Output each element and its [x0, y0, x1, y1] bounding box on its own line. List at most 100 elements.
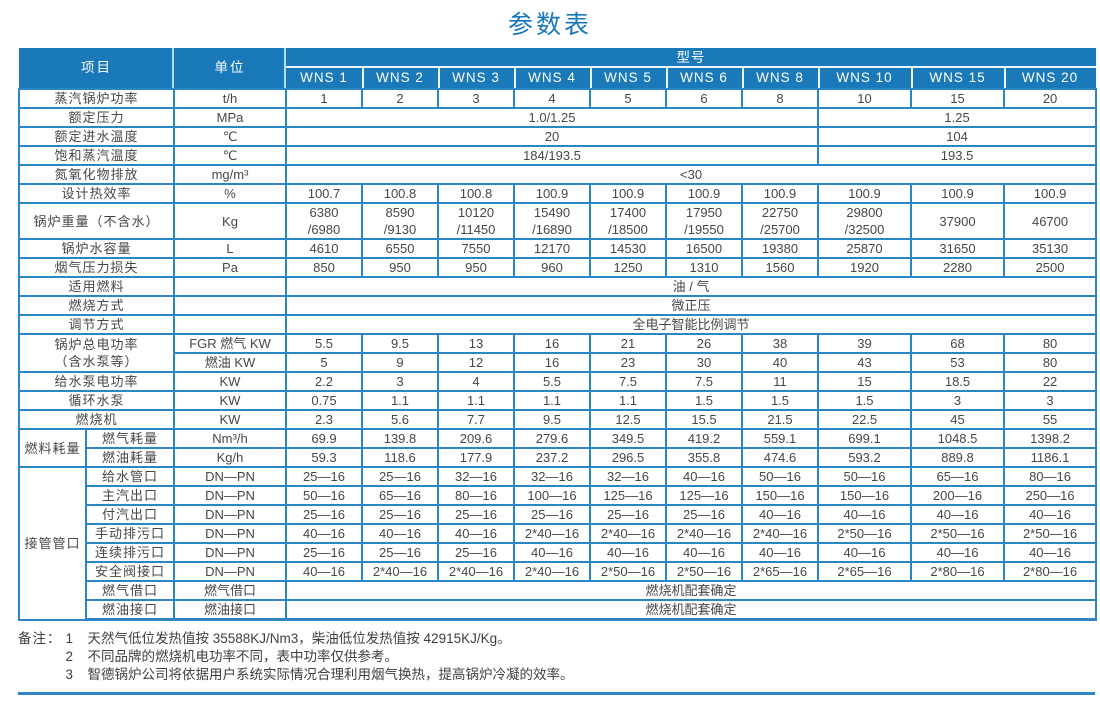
value-cell: 3: [437, 88, 515, 109]
value-cell: 80—16: [437, 485, 515, 506]
note-line: 1 天然气低位发热值按 35588KJ/Nm3，柴油低位发热值按 42915KJ/…: [62, 630, 574, 648]
value-cell: 2*40—16: [513, 523, 591, 544]
value-cell: 2.2: [285, 371, 363, 392]
table-row: 饱和蒸汽温度 ℃ 184/193.5 193.5: [18, 145, 1098, 166]
value-cell: 43: [817, 352, 912, 373]
value-cell: 100.9: [741, 183, 819, 204]
value-cell: 25—16: [285, 466, 363, 487]
value-cell: 30: [665, 352, 743, 373]
value-cell: 9: [361, 352, 439, 373]
row-unit: 燃油 KW: [173, 352, 287, 373]
table-row: 接管管口 给水管口 DN—PN 25—16 25—16 32—16 32—16 32—16 40…: [18, 466, 1098, 621]
value-cell: 26: [665, 333, 743, 354]
value-cell: 100.8: [437, 183, 515, 204]
value-cell: 19380: [741, 238, 819, 259]
value-cell: 2*40—16: [513, 561, 591, 582]
value-cell: <30: [284, 164, 1098, 185]
value-cell: 80: [1002, 333, 1098, 354]
value-cell: 2*80—16: [910, 561, 1005, 582]
note-text: 不同品牌的燃烧机电功率不同，表中功率仅供参考。: [87, 649, 399, 664]
row-unit: L: [173, 238, 287, 259]
value-cell: 25—16: [361, 466, 439, 487]
header-model-wns-5: WNS 5: [590, 68, 666, 89]
note-number: 2: [65, 649, 74, 664]
value-cell: 100.7: [285, 183, 363, 204]
value-cell: 1.5: [665, 390, 743, 411]
value-cell: 25—16: [665, 504, 743, 525]
row-unit: Pa: [173, 257, 287, 278]
value-cell: 1: [285, 88, 363, 109]
value-cell: 200—16: [910, 485, 1005, 506]
value-cell: 55: [1002, 409, 1098, 430]
table-row: 燃气借口 燃气借口 燃烧机配套确定: [19, 580, 1098, 601]
value-cell: 40—16: [665, 466, 743, 487]
value-cell: 100.9: [817, 183, 912, 204]
value-cell: 2*50—16: [589, 561, 667, 582]
value-cell: 32—16: [589, 466, 667, 487]
row-item-label: 连续排污口: [85, 542, 175, 563]
value-cell: 40: [741, 352, 819, 373]
value-cell: 100.9: [910, 183, 1005, 204]
row-item-label: 锅炉水容量: [18, 238, 175, 259]
value-cell: 125—16: [589, 485, 667, 506]
note-line: 3 智德锅炉公司将依据用户系统实际情况合理利用烟气换热，提高锅炉冷凝的效率。: [62, 666, 574, 684]
row-item-label: 额定进水温度: [18, 126, 175, 147]
value-cell: 2*40—16: [437, 561, 515, 582]
value-cell: 50—16: [285, 485, 363, 506]
value-cell: 9.5: [361, 333, 439, 354]
value-cell: 2: [361, 88, 439, 109]
value-cell: 2.3: [285, 409, 363, 430]
value-cell: 40—16: [817, 542, 912, 563]
value-cell: 全电子智能比例调节: [284, 314, 1098, 335]
value-cell: 139.8: [361, 428, 439, 449]
value-cell: 150—16: [817, 485, 912, 506]
value-cell: 12170: [513, 238, 591, 259]
row-group-label: 接管管口: [18, 466, 87, 621]
row-unit: MPa: [173, 107, 287, 128]
row-unit: DN—PN: [173, 504, 287, 525]
value-cell: 889.8: [910, 447, 1005, 468]
table-row: 燃料耗量 燃气耗量 Nm³/h 69.9 139.8 209.6 279.6 349.5 419…: [18, 428, 1098, 468]
value-cell: 25—16: [285, 504, 363, 525]
value-cell: 1048.5: [910, 428, 1005, 449]
table-row: 适用燃料 油 / 气: [18, 276, 1098, 297]
value-cell: 80: [1002, 352, 1098, 373]
row-item-label: 燃烧机: [18, 409, 175, 430]
value-cell: 100—16: [513, 485, 591, 506]
value-cell: 37900: [910, 202, 1005, 240]
table-row: 锅炉水容量 L 4610 6550 7550 12170 14530 16500 19380 25…: [18, 238, 1098, 259]
value-cell: 40—16: [817, 504, 912, 525]
row-item-label: 燃气耗量: [85, 428, 175, 449]
value-cell: 1.0/1.25: [285, 107, 819, 128]
value-cell: 40—16: [741, 542, 819, 563]
value-cell: 65—16: [910, 466, 1005, 487]
row-unit: ℃: [173, 145, 287, 166]
row-unit: DN—PN: [173, 523, 287, 544]
value-cell: 950: [361, 257, 439, 278]
value-cell: 1920: [817, 257, 912, 278]
value-cell: 699.1: [817, 428, 912, 449]
value-cell: 1310: [665, 257, 743, 278]
row-unit: DN—PN: [173, 466, 287, 487]
value-cell: 125—16: [665, 485, 743, 506]
row-item-label: 饱和蒸汽温度: [18, 145, 175, 166]
header-model-group: 型号: [286, 48, 1097, 68]
value-cell: 40—16: [910, 504, 1005, 525]
value-cell: 7.5: [665, 371, 743, 392]
value-cell: 40—16: [741, 504, 819, 525]
bottom-rule: [18, 692, 1095, 695]
row-item-label: 燃油耗量: [85, 447, 175, 468]
value-cell: 12.5: [589, 409, 667, 430]
value-cell: 40—16: [285, 523, 363, 544]
table-row: 循环水泵 KW 0.75 1.1 1.1 1.1 1.1 1.5 1.5 1.5 3 3: [18, 390, 1098, 411]
row-unit: DN—PN: [173, 485, 287, 506]
row-unit: DN—PN: [173, 561, 287, 582]
value-cell: 2*40—16: [665, 523, 743, 544]
value-cell: 45: [910, 409, 1005, 430]
header-model-wns-15: WNS 15: [911, 68, 1004, 89]
note-number: 3: [65, 667, 74, 682]
row-item-label: 锅炉总电功率 （含水泵等）: [18, 333, 175, 373]
header-model-wns-2: WNS 2: [362, 68, 438, 89]
value-cell: 17950 /19550: [665, 202, 743, 240]
value-cell: 15.5: [665, 409, 743, 430]
